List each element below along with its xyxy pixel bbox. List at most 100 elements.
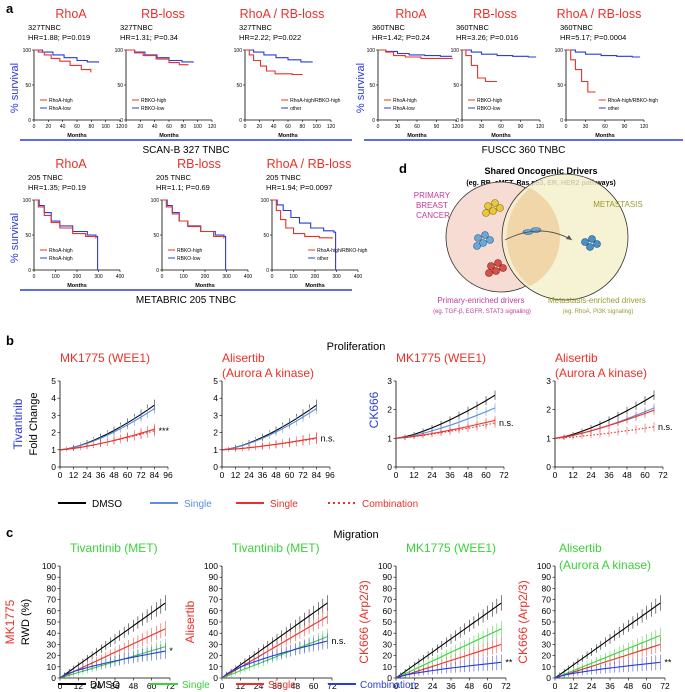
km-curve-red — [162, 199, 225, 239]
km-xtick-label: 120 — [640, 124, 649, 130]
km-n: 205 TNBC — [28, 173, 63, 182]
migration-plot: Alisertib(Aurora A kinase)01020304050607… — [516, 541, 672, 691]
km-legend-label: RBKO-low — [141, 106, 165, 112]
xtick-label: 24 — [427, 470, 437, 480]
km-xtick-label: 40 — [60, 124, 66, 130]
xtick-label: 48 — [109, 470, 119, 480]
ytick-label: 100 — [204, 561, 218, 571]
ytick-label: 20 — [209, 651, 219, 661]
km-curve-blue — [245, 49, 313, 63]
xtick-label: 48 — [624, 681, 634, 691]
km-xtick-label: 100 — [101, 124, 110, 130]
km-xtick-label: 300 — [332, 274, 341, 280]
migration-title: Alisertib — [559, 541, 602, 555]
km-ytick-label: 100 — [261, 198, 270, 204]
km-legend-label: RBKO-low — [477, 106, 501, 112]
prolif-ylabel-ck: CK666 — [367, 391, 381, 428]
km-curve-blue — [462, 49, 537, 58]
km-n: 360TNBC — [372, 23, 406, 32]
prolif-title-2: (Aurora A kinase) — [222, 366, 314, 380]
km-xtick-label: 0 — [377, 124, 380, 130]
panel-a-label: a — [6, 1, 14, 16]
ytick-label: 30 — [47, 639, 57, 649]
km-xtick-label: 400 — [116, 274, 125, 280]
ytick-label: 60 — [47, 606, 57, 616]
km-legend-label: RhoA-high — [49, 248, 73, 254]
metastasis-caption-text: Metastasis-enriched drivers — [548, 296, 646, 305]
km-ytick-label: 0 — [120, 118, 123, 124]
prolif-title-2: (Aurora A kinase) — [555, 366, 647, 380]
xtick-label: 12 — [410, 681, 420, 691]
prolif-sig: *** — [159, 426, 170, 436]
ytick-label: 60 — [383, 606, 393, 616]
legend-label: Single — [184, 499, 212, 510]
xtick-label: 36 — [605, 681, 615, 691]
series-combination — [59, 650, 166, 679]
ytick-label: 4 — [51, 393, 56, 403]
ytick-label: 5 — [51, 376, 56, 386]
xtick-label: 48 — [622, 470, 632, 480]
km-stat: HR=1.31; P=0.34 — [120, 33, 178, 42]
xtick-label: 72 — [660, 681, 670, 691]
km-xtick-label: 0 — [565, 124, 568, 130]
series-single-red — [554, 643, 661, 679]
series-combination — [554, 426, 655, 439]
ytick-label: 20 — [542, 651, 552, 661]
xtick-label: 36 — [446, 681, 456, 691]
ytick-label: 50 — [209, 617, 219, 627]
migration-arrowhead — [566, 235, 572, 240]
km-title: RB-loss — [141, 7, 185, 21]
km-xtick-label: 120 — [116, 124, 125, 130]
ytick-label: 90 — [542, 572, 552, 582]
km-ytick-label: 50 — [263, 233, 269, 239]
km-xtick-label: 400 — [354, 274, 363, 280]
migration-ylabel: Alisertib — [183, 600, 197, 643]
cell-cluster-metastasis — [581, 235, 601, 251]
ytick-label: 2 — [546, 405, 551, 415]
xtick-label: 24 — [254, 681, 264, 691]
xtick-label: 48 — [463, 470, 473, 480]
xtick-label: 24 — [244, 470, 254, 480]
xtick-label: 72 — [499, 470, 509, 480]
km-xlabel: Months — [278, 133, 298, 139]
xtick-label: 72 — [327, 681, 337, 691]
series-dmso — [59, 602, 166, 679]
cell-cluster-blue — [473, 231, 494, 250]
km-xlabel: Months — [67, 133, 87, 139]
ytick-label: 70 — [383, 595, 393, 605]
km-xlabel: Months — [195, 283, 215, 289]
km-ytick-label: 50 — [557, 83, 563, 89]
primary-label-3: CANCER — [416, 211, 450, 220]
km-n: 327TNBC — [28, 23, 62, 32]
xtick-label: 60 — [483, 681, 493, 691]
km-xtick-label: 60 — [602, 124, 608, 130]
prolif-title: Alisertib — [555, 351, 598, 365]
xtick-label: 12 — [74, 681, 84, 691]
ytick-label: 3 — [51, 410, 56, 420]
km-n: 360TNBC — [456, 23, 490, 32]
km-legend-label: RhoA-low — [393, 106, 415, 112]
km-legend-label: other — [317, 256, 329, 262]
km-legend-label: other — [608, 106, 620, 112]
ytick-label: 30 — [209, 639, 219, 649]
km-ytick-label: 0 — [28, 268, 31, 274]
km-xtick-label: 100 — [193, 124, 202, 130]
cell-cluster-red — [485, 259, 507, 277]
series-single-red — [395, 419, 496, 439]
km-xlabel: Months — [159, 133, 179, 139]
km-ytick-label: 50 — [25, 83, 31, 89]
xtick-label: 60 — [642, 681, 652, 691]
km-xtick-label: 40 — [271, 124, 277, 130]
km-xtick-label: 60 — [498, 124, 504, 130]
km-ytick-label: 0 — [239, 118, 242, 124]
km-title: RhoA / RB-loss — [240, 7, 325, 21]
km-title: RB-loss — [473, 7, 517, 21]
km-curve-red — [34, 49, 92, 73]
